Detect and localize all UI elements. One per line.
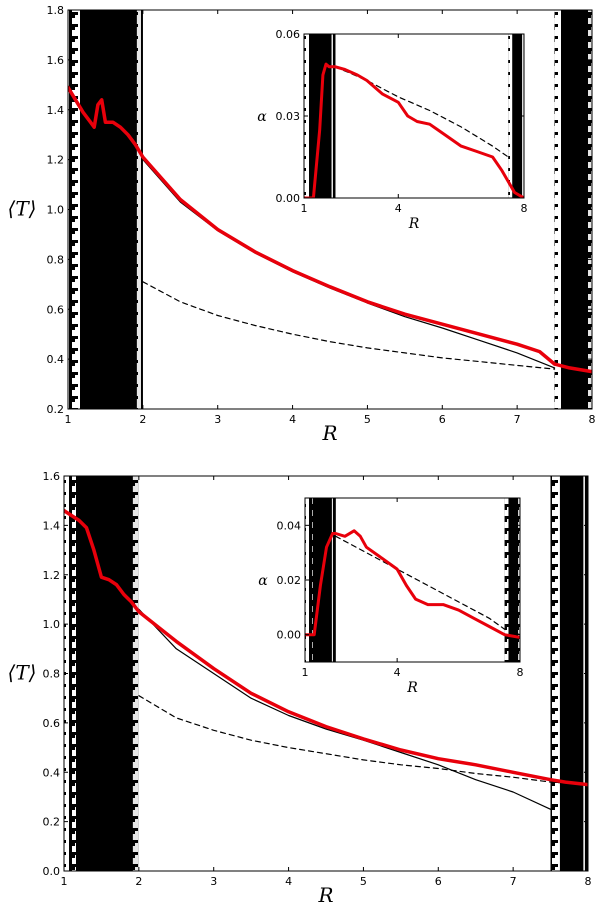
shaded-region-edge-hatch bbox=[136, 10, 143, 409]
x-axis-label: R bbox=[321, 421, 337, 445]
dashed-series-line bbox=[142, 281, 556, 370]
red-series-line bbox=[304, 62, 524, 198]
y-tick-label: 1.0 bbox=[43, 618, 61, 631]
inset-y-axis-label: α bbox=[257, 109, 267, 125]
y-tick-label: 1.6 bbox=[47, 54, 65, 67]
shaded-region-edge-hatch bbox=[554, 10, 564, 409]
red-series-line bbox=[64, 508, 588, 787]
inset-series-group bbox=[305, 529, 520, 639]
y-tick-label: 0.2 bbox=[47, 403, 65, 416]
y-tick-label: 0.6 bbox=[47, 303, 65, 316]
inset-y-axis-label: α bbox=[258, 573, 268, 589]
x-tick-label: 3 bbox=[214, 413, 221, 426]
y-tick-label: 0.00 bbox=[276, 192, 301, 205]
x-tick-label: 2 bbox=[139, 413, 146, 426]
y-tick-label: 0.00 bbox=[277, 629, 302, 642]
x-tick-label: 8 bbox=[589, 413, 596, 426]
x-tick-label: 1 bbox=[65, 413, 72, 426]
dashed-series-line bbox=[334, 66, 509, 158]
plot-background bbox=[305, 498, 520, 662]
x-tick-label: 8 bbox=[521, 202, 528, 215]
y-tick-label: 1.4 bbox=[43, 519, 61, 532]
x-tick-label: 4 bbox=[289, 413, 296, 426]
y-axis-label: ⟨T⟩ bbox=[8, 197, 37, 221]
y-axis-label: ⟨T⟩ bbox=[8, 661, 37, 685]
x-tick-label: 4 bbox=[285, 875, 292, 888]
shaded-region-edge-hatch bbox=[508, 34, 513, 198]
x-tick-label: 8 bbox=[585, 875, 592, 888]
x-tick-label: 8 bbox=[517, 666, 524, 679]
inset-x-axis-label: R bbox=[406, 680, 418, 696]
red-series-line bbox=[68, 85, 592, 374]
y-tick-label: 0.4 bbox=[47, 353, 65, 366]
y-tick-label: 0.6 bbox=[43, 717, 61, 730]
y-tick-label: 0.8 bbox=[47, 253, 65, 266]
plot-background bbox=[304, 34, 524, 198]
inset-x-axis-label: R bbox=[408, 216, 420, 232]
series-group bbox=[68, 85, 592, 374]
y-tick-label: 0.03 bbox=[276, 110, 301, 123]
shaded-region-edge-hatch bbox=[132, 476, 139, 871]
x-tick-label: 7 bbox=[510, 875, 517, 888]
x-tick-label: 6 bbox=[439, 413, 446, 426]
y-tick-label: 1.6 bbox=[43, 470, 61, 483]
red-series-line bbox=[305, 529, 520, 639]
x-tick-label: 4 bbox=[395, 202, 402, 215]
y-tick-label: 1.0 bbox=[47, 204, 65, 217]
y-tick-label: 0.0 bbox=[43, 865, 61, 878]
shaded-region-edge-hatch bbox=[504, 498, 509, 662]
shaded-region-edge-hatch bbox=[331, 34, 336, 198]
y-tick-label: 0.04 bbox=[277, 519, 302, 532]
y-tick-label: 0.8 bbox=[43, 668, 61, 681]
x-tick-label: 5 bbox=[364, 413, 371, 426]
series-group bbox=[64, 508, 588, 810]
x-tick-label: 6 bbox=[435, 875, 442, 888]
shaded-region bbox=[64, 476, 139, 871]
solid-series-line bbox=[138, 608, 552, 810]
x-tick-label: 1 bbox=[61, 875, 68, 888]
inset-chart: 1 4 8 0.00 0.02 0.04 Rα bbox=[258, 497, 524, 696]
y-tick-label: 0.2 bbox=[43, 816, 61, 829]
x-tick-label: 1 bbox=[301, 202, 308, 215]
y-tick-label: 1.2 bbox=[47, 154, 65, 167]
y-tick-label: 1.2 bbox=[43, 569, 61, 582]
y-tick-label: 0.02 bbox=[277, 574, 302, 587]
x-tick-label: 4 bbox=[394, 666, 401, 679]
y-tick-label: 0.4 bbox=[43, 766, 61, 779]
shaded-region-edge-hatch bbox=[550, 476, 560, 871]
y-tick-label: 1.4 bbox=[47, 104, 65, 117]
y-tick-label: 0.06 bbox=[276, 28, 301, 41]
chart-panel-top: 1 2 3 4 5 6 7 8 0.2 0.4 0.6 0.8 1.0 1.2 1.4 1.6 1.8 R ⟨T⟩ 1… bbox=[8, 4, 596, 445]
dashed-series-line bbox=[335, 535, 520, 636]
shaded-region-edge-hatch bbox=[331, 498, 336, 662]
x-tick-label: 5 bbox=[360, 875, 367, 888]
shaded-region bbox=[68, 10, 143, 409]
dashed-series-line bbox=[138, 695, 588, 786]
x-tick-label: 2 bbox=[135, 875, 142, 888]
inset-series-group bbox=[304, 62, 524, 198]
x-axis-label: R bbox=[317, 883, 333, 907]
inset-chart: 1 4 8 0.00 0.03 0.06 Rα bbox=[257, 28, 527, 232]
x-tick-label: 3 bbox=[210, 875, 217, 888]
x-tick-label: 1 bbox=[302, 666, 309, 679]
chart-panel-bottom: 1 2 3 4 5 6 7 8 0.0 0.2 0.4 0.6 0.8 1.0 1.2 1.4 1.6 R ⟨T⟩ 1… bbox=[8, 470, 592, 907]
y-tick-label: 1.8 bbox=[47, 4, 65, 17]
x-tick-label: 7 bbox=[514, 413, 521, 426]
